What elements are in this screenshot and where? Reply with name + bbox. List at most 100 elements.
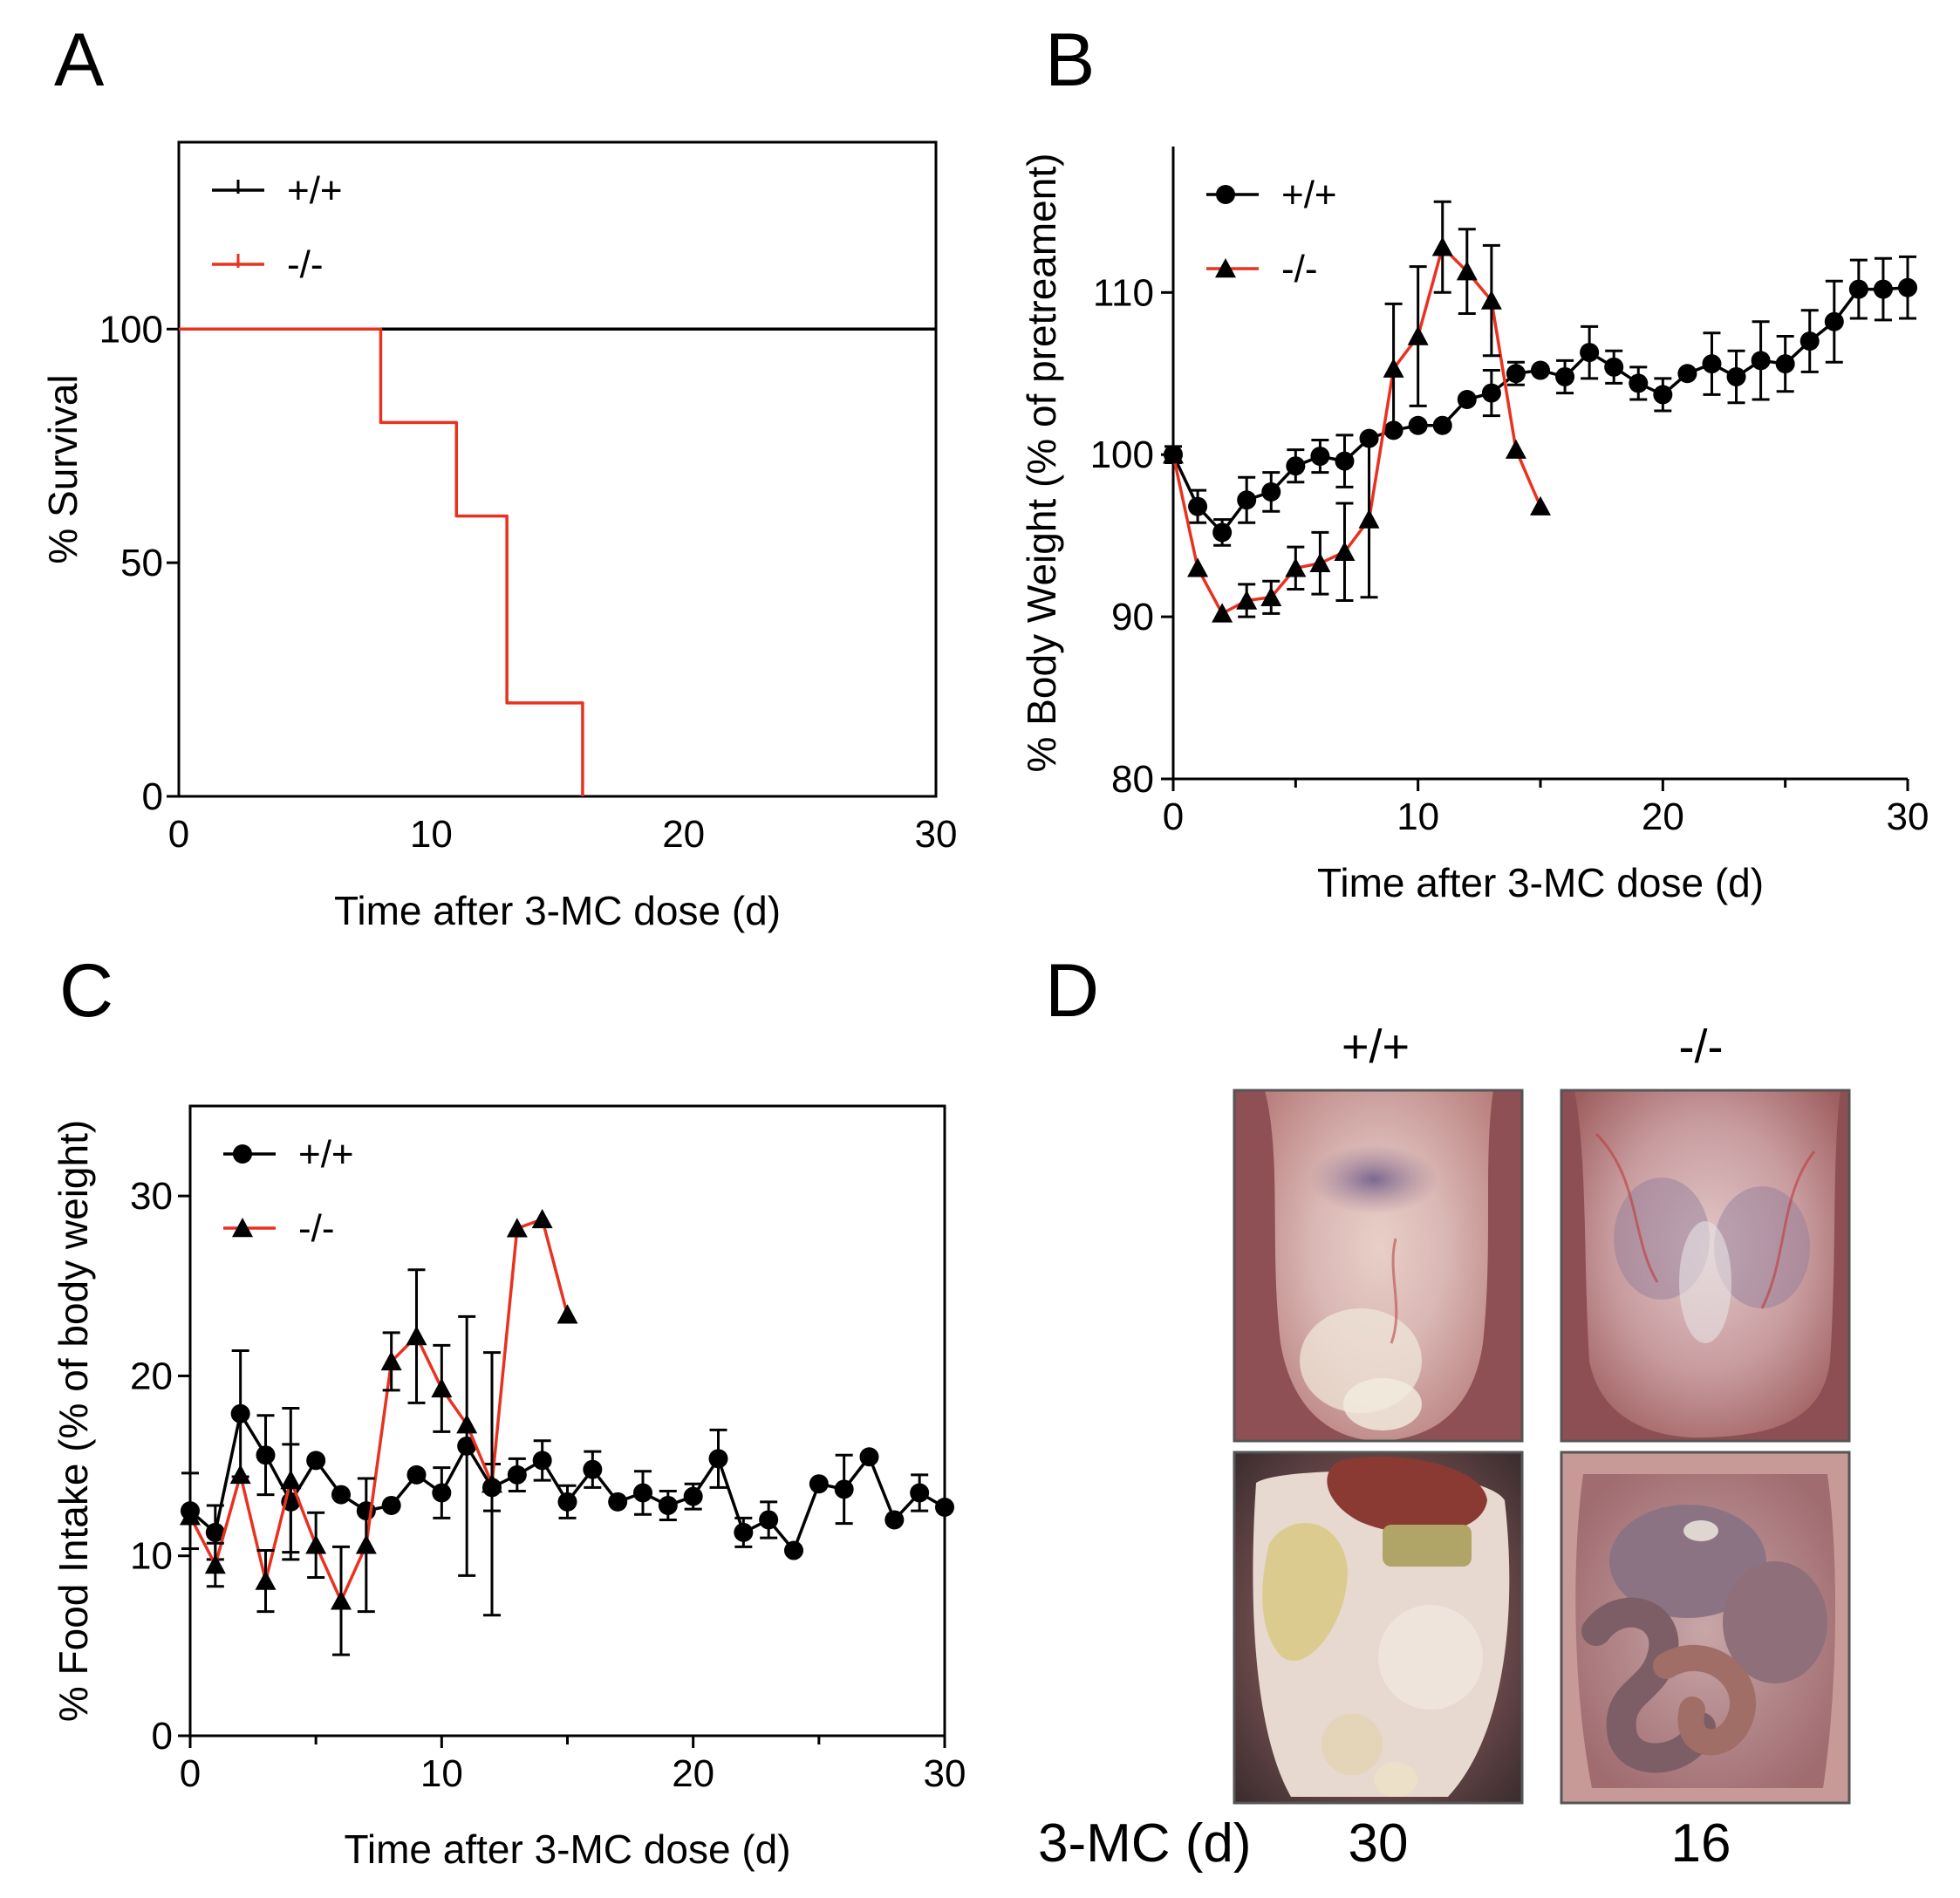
chart-c-legend-wt-label: +/+ [298, 1133, 354, 1176]
chart-a-xtick-label: 10 [410, 813, 453, 856]
chart-c-series-wt-point [381, 1495, 401, 1515]
chart-b-series-wt-point [1848, 279, 1868, 299]
chart-b-series-wt-line [1171, 285, 1909, 535]
chart-b-series-wt-point [1432, 415, 1452, 435]
photo-ko-skin [1560, 1089, 1851, 1443]
chart-c-series-wt-point [759, 1510, 779, 1530]
chart-c-series-wt-point [406, 1464, 427, 1485]
chart-a-xlabel: Time after 3-MC dose (d) [334, 888, 781, 933]
chart-c-series-wt-point [784, 1540, 803, 1560]
chart-c-series-ko-point [180, 1505, 201, 1526]
chart-c-series-wt-point [734, 1522, 754, 1542]
chart-c-series-wt-point [331, 1485, 351, 1505]
chart-c-series-ko-point [355, 1534, 377, 1554]
chart-b-series-ko-point [1530, 495, 1551, 515]
chart-b-xtick-label: 0 [1163, 795, 1184, 838]
chart-c-series-wt-point [306, 1451, 326, 1471]
chart-b-series-ko-point [1431, 236, 1453, 256]
chart-b-series-wt-point [1237, 490, 1257, 510]
chart-b-legend-ko-marker [1215, 258, 1236, 278]
chart-a: 0 10 20 30 0 50 100 Time after 3-MC dose (d) % S… [40, 140, 958, 933]
chart-b-series-wt-point [1335, 451, 1355, 471]
photo-ko-abdomen [1560, 1451, 1851, 1805]
chart-b-series-wt-point [1188, 496, 1208, 516]
chart-b-series-ko-point [1236, 590, 1258, 610]
panel-b-label: B [1045, 18, 1095, 102]
chart-b-series-ko-point [1309, 552, 1331, 572]
chart-c-series-wt-point [884, 1510, 905, 1530]
chart-c-series-wt-point [910, 1483, 930, 1503]
chart-c-series-wt-point [935, 1498, 954, 1518]
chart-c-series-wt-point [708, 1449, 728, 1469]
chart-c-frame [188, 1104, 946, 1738]
chart-c-series-wt-point [633, 1483, 652, 1503]
chart-c-series-wt-point [809, 1474, 829, 1494]
photo-wt-skin [1233, 1089, 1524, 1443]
chart-a-ytick-label: 50 [120, 542, 163, 584]
chart-a-ylabel: % Survival [40, 374, 85, 563]
chart-b-series-wt-point [1531, 360, 1550, 380]
chart-b-series-wt-point [1629, 373, 1649, 393]
chart-c-series-ko-point [255, 1570, 277, 1590]
chart-b-ylabel: % Body Weight (% of pretreament) [1019, 154, 1064, 773]
chart-b-ytick-label: 100 [1090, 434, 1154, 476]
chart-a-xtick-label: 30 [915, 813, 958, 856]
chart-b-series-wt-point [1873, 279, 1893, 299]
chart-b-series-ko-point [1505, 439, 1526, 459]
chart-c-series-wt-line [188, 1412, 946, 1553]
chart-c-xtick-label: 10 [420, 1752, 463, 1795]
chart-c-series-ko-point [204, 1554, 226, 1574]
chart-c-xtick-label: 30 [924, 1752, 966, 1795]
chart-b-series-ko-point [1212, 603, 1233, 623]
chart-a-ytick-label: 0 [142, 775, 163, 818]
chart-b-series-ko-point [1285, 557, 1307, 577]
column-header-ko: -/- [1679, 1021, 1724, 1073]
chart-b-series-wt-point [1555, 366, 1575, 386]
chart-c-series-ko-point [506, 1218, 528, 1238]
chart-b-ytick-label: 110 [1093, 271, 1154, 314]
chart-b-series-wt-point [1261, 481, 1281, 502]
panel-d-label: D [1045, 949, 1099, 1033]
chart-b-series-wt-point [1751, 351, 1771, 371]
chart-c-series-wt-point [608, 1492, 628, 1512]
chart-c-series-wt-point [583, 1459, 603, 1479]
chart-c-series-ko-point [481, 1473, 502, 1493]
chart-c-series-wt-point [658, 1495, 678, 1515]
chart-b-series-wt-point [1506, 364, 1526, 384]
chart-b-series-wt-point [1481, 383, 1501, 403]
panel-a-label: A [54, 18, 105, 102]
chart-b-series-ko-point [1163, 444, 1184, 464]
chart-b-series-wt-point [1726, 366, 1746, 386]
chart-b-legend-wt-label: +/+ [1281, 174, 1337, 216]
chart-c-xlabel: Time after 3-MC dose (d) [344, 1826, 790, 1872]
chart-a-xtick-label: 0 [168, 813, 189, 856]
chart-b-series-ko-point [1187, 557, 1209, 577]
chart-c-legend-wt-marker [233, 1144, 252, 1164]
chart-c-xtick-label: 20 [672, 1752, 714, 1795]
chart-b-series-wt-point [1359, 428, 1379, 448]
chart-b-series-ko-point [1383, 358, 1404, 378]
chart-c-series-wt-point [859, 1447, 879, 1467]
panel-c-label: C [59, 949, 113, 1033]
chart-a-frame [177, 140, 938, 798]
chart-b-series-wt-point [1408, 415, 1428, 435]
column-header-wt: +/+ [1342, 1021, 1410, 1073]
chart-b-series-wt-point [1457, 390, 1477, 409]
chart-c-series-wt-point [834, 1479, 854, 1499]
chart-b-series-ko-point [1260, 586, 1282, 606]
chart-b-series-wt-point [1604, 357, 1624, 377]
chart-b-xtick-label: 20 [1642, 795, 1684, 838]
chart-b-series-ko-point [1407, 325, 1429, 345]
chart-c-ylabel: % Food Intake (% of body weight) [51, 1120, 96, 1722]
chart-b-series-wt-point [1580, 343, 1600, 363]
chart-a-ytick-label: 100 [99, 308, 163, 351]
chart-b-series-wt-point [1800, 331, 1820, 352]
chart-c-series-ko-point [380, 1350, 402, 1371]
chart-c: 0 10 20 30 0 10 20 30 Time after 3-MC dose (d) % … [51, 1104, 966, 1872]
chart-c-series-ko-point [229, 1464, 251, 1485]
chart-c-series-wt-point [457, 1436, 477, 1456]
chart-c-series-wt-point [256, 1445, 276, 1465]
chart-c-series-ko-point [531, 1208, 553, 1229]
chart-b-series-wt-point [1677, 364, 1697, 384]
